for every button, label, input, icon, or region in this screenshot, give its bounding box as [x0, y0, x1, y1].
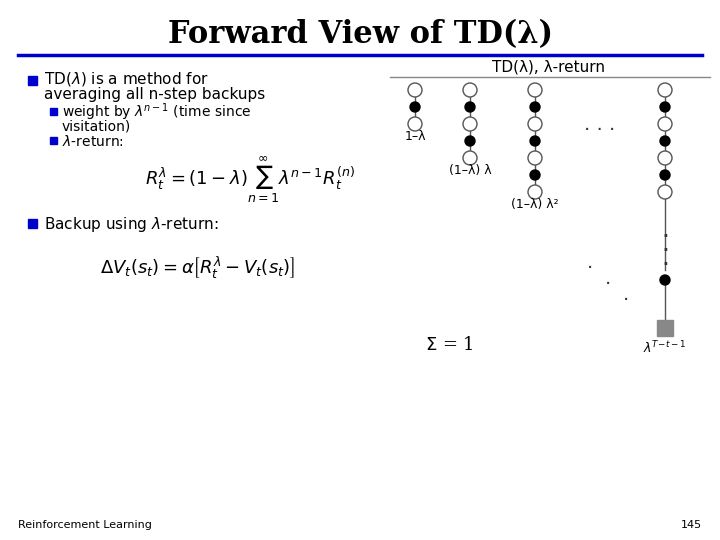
Text: .: .: [605, 268, 611, 287]
Text: TD(λ), λ-return: TD(λ), λ-return: [492, 59, 605, 75]
Circle shape: [528, 151, 542, 165]
Text: $\lambda$-return:: $\lambda$-return:: [62, 133, 124, 148]
Circle shape: [465, 136, 475, 146]
Circle shape: [660, 275, 670, 285]
Circle shape: [408, 83, 422, 97]
Circle shape: [658, 185, 672, 199]
Circle shape: [465, 102, 475, 112]
Text: $\Sigma$ = 1: $\Sigma$ = 1: [425, 336, 474, 354]
Circle shape: [463, 151, 477, 165]
Text: Backup using $\lambda$-return:: Backup using $\lambda$-return:: [44, 214, 218, 233]
Circle shape: [463, 83, 477, 97]
Text: .: .: [587, 253, 593, 272]
Text: visitation): visitation): [62, 120, 131, 134]
Circle shape: [528, 83, 542, 97]
Circle shape: [528, 117, 542, 131]
Bar: [50, 108, 57, 115]
Text: TD($\lambda$) is a method for: TD($\lambda$) is a method for: [44, 70, 209, 88]
Text: .: .: [661, 246, 669, 270]
Text: Forward View of TD(λ): Forward View of TD(λ): [168, 19, 552, 51]
Circle shape: [660, 170, 670, 180]
Text: (1–λ) λ²: (1–λ) λ²: [511, 198, 559, 211]
Text: weight by $\lambda^{n-1}$ (time since: weight by $\lambda^{n-1}$ (time since: [62, 101, 251, 123]
Circle shape: [530, 136, 540, 146]
Circle shape: [463, 117, 477, 131]
Text: 145: 145: [681, 520, 702, 530]
Circle shape: [658, 117, 672, 131]
Circle shape: [530, 170, 540, 180]
Circle shape: [408, 117, 422, 131]
Text: .: .: [623, 285, 629, 303]
Bar: [50, 137, 57, 144]
Text: $\Delta V_t(s_t) = \alpha\left[R_t^\lambda - V_t(s_t)\right]$: $\Delta V_t(s_t) = \alpha\left[R_t^\lamb…: [100, 255, 295, 281]
Circle shape: [660, 102, 670, 112]
Text: (1–λ) λ: (1–λ) λ: [449, 164, 491, 177]
Text: averaging all n-step backups: averaging all n-step backups: [44, 86, 265, 102]
Circle shape: [658, 83, 672, 97]
Text: .: .: [661, 218, 669, 242]
Circle shape: [660, 136, 670, 146]
Text: .: .: [661, 232, 669, 256]
Text: 1–λ: 1–λ: [404, 130, 426, 143]
Circle shape: [528, 185, 542, 199]
Bar: [28, 76, 37, 85]
FancyBboxPatch shape: [657, 320, 673, 336]
Bar: [28, 219, 37, 228]
Circle shape: [658, 151, 672, 165]
Text: $R_t^\lambda = (1-\lambda)\sum_{n=1}^{\infty} \lambda^{n-1} R_t^{(n)}$: $R_t^\lambda = (1-\lambda)\sum_{n=1}^{\i…: [145, 155, 355, 205]
Circle shape: [410, 102, 420, 112]
Text: Reinforcement Learning: Reinforcement Learning: [18, 520, 152, 530]
Text: $\lambda^{T\!-\!t-1}$: $\lambda^{T\!-\!t-1}$: [644, 340, 687, 356]
Text: . . .: . . .: [585, 116, 616, 134]
Circle shape: [530, 102, 540, 112]
